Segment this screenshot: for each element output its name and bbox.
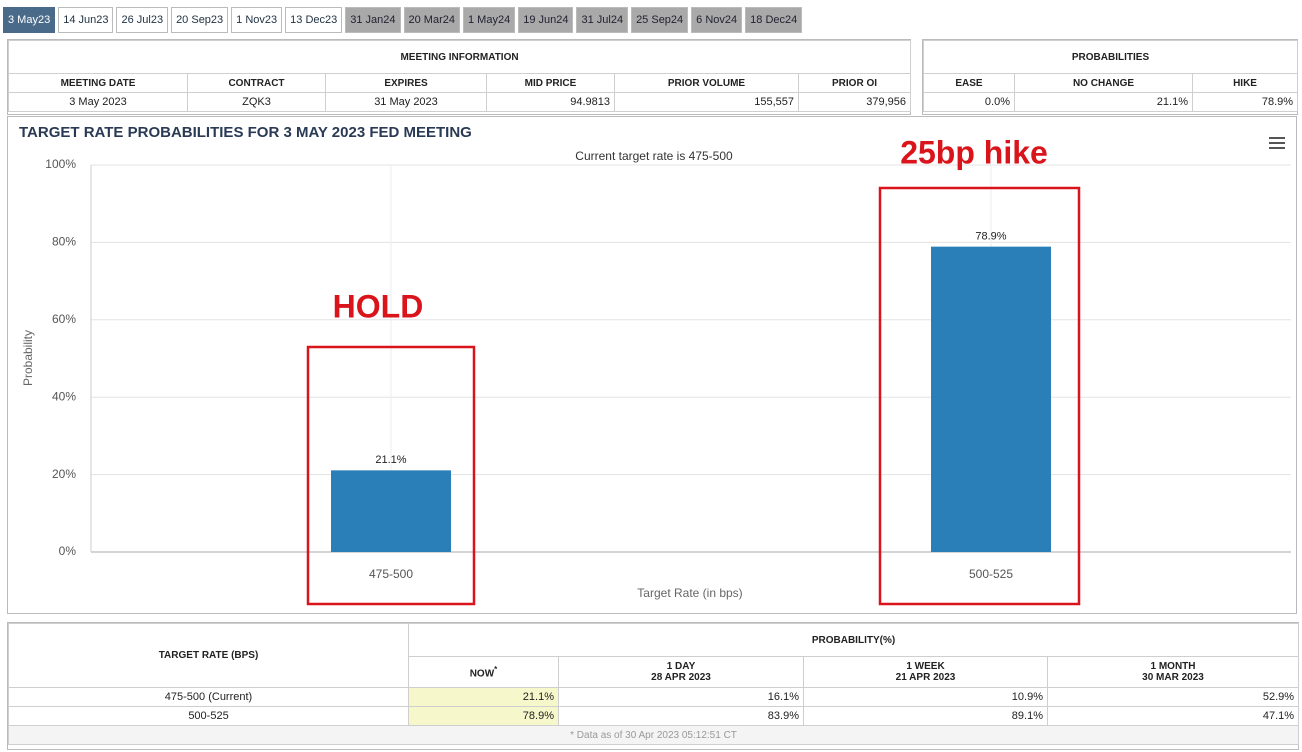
tab[interactable]: 18 Dec24 — [745, 7, 803, 33]
column-header: PRIOR OI — [797, 73, 912, 93]
annotation-box — [878, 186, 1081, 606]
x-axis-label: Target Rate (in bps) — [637, 586, 742, 600]
y-tick-label: 20% — [52, 467, 76, 481]
x-tick-label: 500-525 — [969, 567, 1013, 581]
y-tick-label: 100% — [45, 157, 76, 171]
cell: 83.9% — [558, 706, 804, 726]
data-label: 21.1% — [375, 454, 406, 466]
panel-title: MEETING INFORMATION — [7, 40, 912, 74]
cell: 31 May 2023 — [325, 92, 487, 112]
column-header: HIKE — [1191, 73, 1299, 93]
tab[interactable]: 1 Nov23 — [231, 7, 283, 33]
tab[interactable]: 3 May23 — [3, 7, 56, 33]
group-row: TARGET RATE (BPS) PROBABILITY(%) — [8, 623, 1300, 688]
column-header: EASE — [923, 73, 1015, 93]
column-date: 30 MAR 2023 — [1142, 672, 1204, 683]
cell: 21.1% — [408, 687, 559, 707]
cell: 89.1% — [803, 706, 1048, 726]
tab[interactable]: 1 May24 — [463, 7, 516, 33]
tab[interactable]: 6 Nov24 — [691, 7, 743, 33]
data-row: 475-500 (Current) 21.1% 16.1% 10.9% 52.9% — [8, 687, 1300, 707]
tab[interactable]: 31 Jan24 — [345, 7, 401, 33]
annotation-box — [306, 345, 476, 606]
data-row: 0.0% 21.1% 78.9% — [923, 92, 1299, 112]
cell: 379,956 — [797, 92, 912, 112]
tab[interactable]: 14 Jun23 — [58, 7, 114, 33]
cell: 78.9% — [1191, 92, 1299, 112]
tab[interactable]: 19 Jun24 — [518, 7, 574, 33]
tab-bar: 3 May23 14 Jun23 26 Jul23 20 Sep23 1 Nov23 13… — [3, 7, 803, 33]
y-tick-label: 40% — [52, 389, 76, 403]
x-tick-label: 475-500 — [369, 567, 413, 581]
tab[interactable]: 20 Mar24 — [403, 7, 460, 33]
title-row: MEETING INFORMATION — [7, 40, 912, 74]
column-date: 28 APR 2023 — [651, 672, 711, 683]
cell: 155,557 — [614, 92, 799, 112]
cell: 0.0% — [923, 92, 1015, 112]
tab[interactable]: 20 Sep23 — [171, 7, 229, 33]
annotation: HOLD — [333, 288, 424, 324]
column-header: TARGET RATE (BPS) — [8, 623, 409, 688]
data-label: 78.9% — [975, 231, 1006, 243]
column-label: 1 MONTH — [1150, 661, 1196, 672]
column-header: MEETING DATE — [8, 73, 188, 93]
bar — [931, 246, 1051, 553]
column-header: 1 MONTH 30 MAR 2023 — [1046, 656, 1300, 688]
column-note: * — [494, 664, 498, 674]
cell: 16.1% — [558, 687, 804, 707]
column-header: EXPIRES — [325, 73, 487, 93]
y-axis-label: Probability — [21, 330, 35, 386]
footnote-row: * Data as of 30 Apr 2023 05:12:51 CT — [7, 725, 1300, 745]
tab[interactable]: 26 Jul23 — [116, 7, 169, 33]
menu-icon[interactable] — [1269, 137, 1285, 149]
annotation: 25bp hike — [900, 134, 1048, 170]
cell: 52.9% — [1046, 687, 1300, 707]
data-row: 500-525 78.9% 83.9% 89.1% 47.1% — [8, 706, 1300, 726]
y-tick-label: 0% — [59, 544, 77, 558]
footnote: * Data as of 30 Apr 2023 05:12:51 CT — [7, 725, 1300, 745]
cell: 3 May 2023 — [8, 92, 188, 112]
column-header: NOW* — [408, 656, 559, 688]
tab[interactable]: 25 Sep24 — [631, 7, 689, 33]
cell: 94.9813 — [486, 92, 615, 112]
cell: 47.1% — [1046, 706, 1300, 726]
column-header: CONTRACT — [187, 73, 326, 93]
column-header: 1 WEEK 21 APR 2023 — [803, 656, 1048, 688]
header-row: EASE NO CHANGE HIKE — [923, 73, 1299, 93]
history-panel: TARGET RATE (BPS) PROBABILITY(%) NOW* 1 DAY… — [7, 622, 1300, 750]
data-row: 3 May 2023 ZQK3 31 May 2023 94.9813 155,557 3… — [8, 92, 912, 112]
column-label: 1 DAY — [666, 661, 696, 672]
cell: 78.9% — [408, 706, 559, 726]
column-header: PRIOR VOLUME — [614, 73, 799, 93]
meeting-info-panel: MEETING INFORMATION MEETING DATE CONTRACT E… — [7, 39, 912, 115]
probabilities-panel: PROBABILITIES EASE NO CHANGE HIKE 0.0% 21.1% 7… — [922, 39, 1299, 115]
tab[interactable]: 13 Dec23 — [285, 7, 343, 33]
column-header: NO CHANGE — [1014, 73, 1193, 93]
column-header: 1 DAY 28 APR 2023 — [558, 656, 804, 688]
chart-subtitle: Current target rate is 475-500 — [575, 149, 733, 163]
y-tick-label: 80% — [52, 235, 76, 249]
bar — [331, 470, 451, 552]
tab[interactable]: 31 Jul24 — [576, 7, 629, 33]
cell: ZQK3 — [187, 92, 326, 112]
chart-title: TARGET RATE PROBABILITIES FOR 3 MAY 2023… — [19, 124, 472, 141]
header-row: MEETING DATE CONTRACT EXPIRES MID PRICE PRIO… — [8, 73, 912, 93]
group-header: PROBABILITY(%) — [407, 623, 1300, 657]
column-header: MID PRICE — [486, 73, 615, 93]
cell: 10.9% — [803, 687, 1048, 707]
column-label: NOW — [469, 668, 495, 680]
cell: 475-500 (Current) — [8, 687, 409, 707]
title-row: PROBABILITIES — [922, 40, 1299, 74]
column-label: 1 WEEK — [906, 661, 945, 672]
cell: 500-525 — [8, 706, 409, 726]
cell: 21.1% — [1014, 92, 1193, 112]
chart: TARGET RATE PROBABILITIES FOR 3 MAY 2023… — [7, 116, 1297, 614]
column-date: 21 APR 2023 — [895, 672, 956, 683]
y-tick-label: 60% — [52, 312, 76, 326]
panel-title: PROBABILITIES — [922, 40, 1299, 74]
